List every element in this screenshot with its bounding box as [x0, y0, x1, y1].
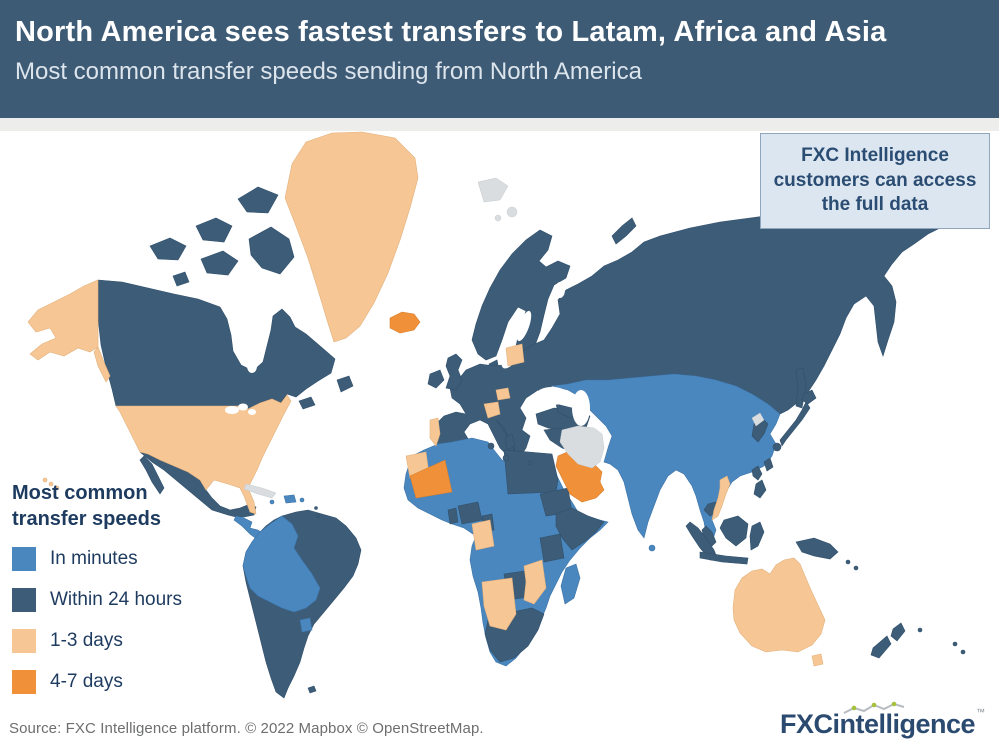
legend-label: 1-3 days	[50, 630, 123, 651]
region-north-korea	[751, 412, 765, 427]
region-united-kingdom	[445, 353, 463, 391]
legend-swatch-days-4-7	[12, 670, 36, 694]
logo-text: FXCintelligence	[779, 709, 976, 739]
legend-title: Most common transfer speeds	[12, 482, 161, 530]
region-new-guinea	[795, 537, 839, 560]
region-mozambique	[523, 559, 547, 605]
logo-part-intelligence: intelligence	[832, 709, 975, 739]
legend-label: In minutes	[50, 548, 138, 569]
legend-swatch-in-minutes	[12, 547, 36, 571]
region-andean-south-america	[242, 515, 321, 613]
map-regions-no-data	[243, 177, 765, 499]
legend-item-days-1-3: 1-3 days	[12, 629, 182, 653]
source-attribution: Source: FXC Intelligence platform. © 202…	[9, 720, 484, 737]
region-philippines	[751, 465, 763, 481]
legend-item-within-24-hours: Within 24 hours	[12, 588, 182, 612]
logo-trademark: ™	[976, 707, 985, 717]
region-portugal	[429, 417, 441, 447]
page-subtitle: Most common transfer speeds sending from…	[15, 58, 642, 85]
header: North America sees fastest transfers to …	[0, 0, 999, 118]
legend-item-days-4-7: 4-7 days	[12, 670, 182, 694]
region-mauritania	[409, 459, 453, 499]
logo-part-fxc: FXC	[779, 709, 833, 739]
arctic-tile-strip	[0, 118, 999, 131]
region-libya-egypt	[503, 449, 559, 495]
region-canada	[97, 279, 336, 410]
region-new-zealand	[890, 622, 906, 642]
region-namibia-botswana	[481, 577, 517, 631]
logo-chart-line-icon	[843, 701, 905, 714]
region-svalbard	[477, 177, 509, 203]
region-cuba	[243, 483, 277, 499]
region-ethiopia-somalia	[555, 507, 605, 551]
fxc-intelligence-logo: FXCintelligence™	[779, 701, 985, 740]
region-nigeria	[457, 501, 483, 525]
region-iran	[559, 425, 605, 469]
region-australia	[732, 557, 826, 653]
world-map-svg	[0, 118, 999, 699]
region-japan	[779, 401, 811, 447]
legend: Most common transfer speeds In minutes Wi…	[12, 480, 182, 711]
info-box: FXC Intelligence customers can access th…	[760, 133, 990, 230]
legend-label: 4-7 days	[50, 671, 123, 692]
legend-item-in-minutes: In minutes	[12, 547, 182, 571]
map-patches-in-minutes	[233, 494, 656, 633]
region-vietnam	[711, 475, 731, 521]
legend-label: Within 24 hours	[50, 589, 183, 610]
region-madagascar	[560, 563, 581, 605]
legend-swatch-within-24-hours	[12, 588, 36, 612]
info-box-text: FXC Intelligence customers can access th…	[773, 145, 977, 216]
map-great-lakes	[225, 403, 256, 415]
region-iceland	[389, 311, 421, 334]
region-alaska	[27, 279, 99, 361]
region-scandinavia	[471, 229, 571, 361]
region-greenland	[284, 131, 419, 343]
legend-items: In minutes Within 24 hours 1-3 days 4-7 day…	[12, 547, 182, 694]
page-title: North America sees fastest transfers to …	[15, 16, 887, 48]
legend-swatch-days-1-3	[12, 629, 36, 653]
